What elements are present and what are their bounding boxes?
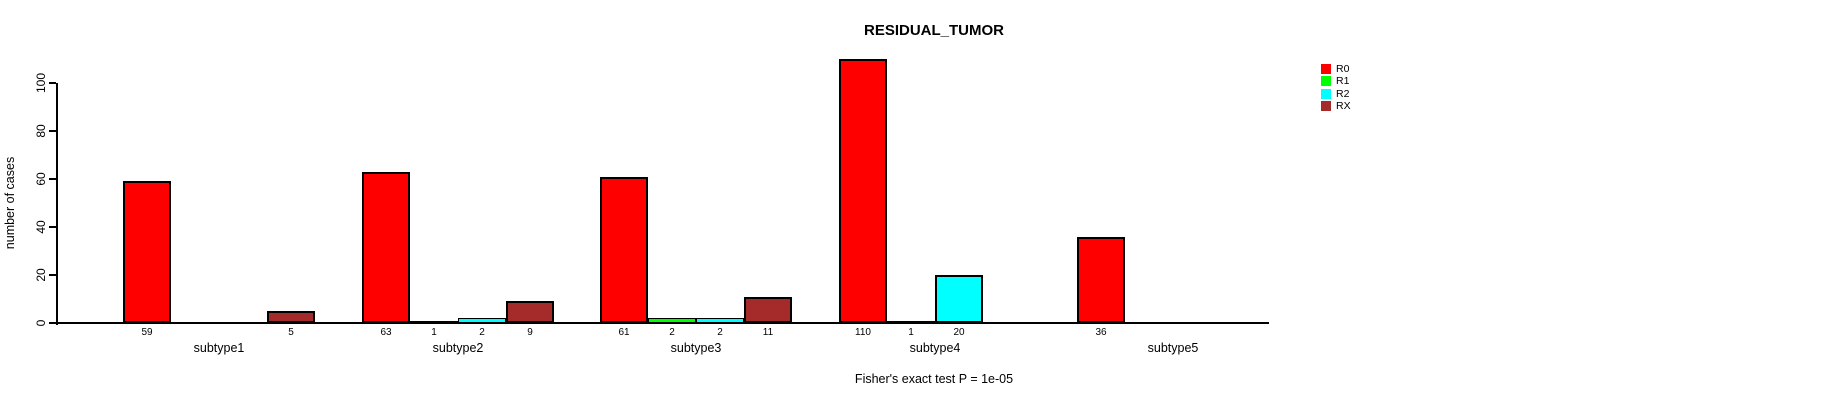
bar-r2 [458, 318, 506, 323]
x-category-label: subtype3 [670, 341, 722, 355]
bar-r1 [887, 321, 935, 323]
y-tick-label: 80 [34, 124, 48, 138]
y-tick-label: 20 [34, 268, 48, 282]
x-category-label: subtype2 [432, 341, 484, 355]
bar-r1 [648, 318, 696, 323]
y-tick-mark [49, 322, 56, 324]
bar-r0 [1077, 237, 1125, 323]
bar-r2 [935, 275, 983, 323]
bar-value-label: 20 [953, 327, 965, 338]
bar-value-label: 9 [527, 327, 533, 338]
legend-swatch-r0 [1321, 64, 1331, 74]
y-tick-mark [49, 82, 56, 84]
y-axis-title: number of cases [3, 156, 17, 250]
y-tick-label: 60 [34, 172, 48, 186]
bar-value-label: 63 [380, 327, 392, 338]
bar-value-label: 2 [669, 327, 675, 338]
bar-value-label: 36 [1095, 327, 1107, 338]
bar-rx [744, 297, 792, 323]
x-category-label: subtype4 [909, 341, 961, 355]
bar-value-label: 11 [762, 327, 774, 338]
bar-r0 [839, 59, 887, 323]
bar-value-label: 5 [288, 327, 294, 338]
y-tick-mark [49, 274, 56, 276]
bar-rx [267, 311, 315, 323]
legend-label-rx: RX [1336, 100, 1351, 112]
bar-value-label: 2 [717, 327, 723, 338]
x-category-label: subtype1 [193, 341, 245, 355]
y-axis-line [56, 83, 58, 325]
bar-r1 [410, 321, 458, 323]
bar-value-label: 2 [479, 327, 485, 338]
bar-r0 [123, 181, 171, 323]
bar-value-label: 1 [431, 327, 437, 338]
legend-swatch-rx [1321, 101, 1331, 111]
bar-value-label: 110 [855, 327, 871, 338]
bar-r0 [362, 172, 410, 323]
bar-value-label: 61 [618, 327, 630, 338]
y-tick-label: 40 [34, 220, 48, 234]
x-category-label: subtype5 [1147, 341, 1199, 355]
legend-label-r0: R0 [1336, 63, 1350, 75]
y-tick-label: 100 [34, 72, 48, 94]
bar-r2 [696, 318, 744, 323]
chart-title: RESIDUAL_TUMOR [863, 22, 1005, 39]
bar-value-label: 1 [908, 327, 914, 338]
bar-r0 [600, 177, 648, 323]
x-axis-line [56, 322, 1269, 324]
y-tick-label: 0 [34, 319, 48, 327]
y-tick-mark [49, 178, 56, 180]
y-tick-mark [49, 130, 56, 132]
legend-swatch-r2 [1321, 89, 1331, 99]
legend-label-r2: R2 [1336, 88, 1350, 100]
fisher-test-caption: Fisher's exact test P = 1e-05 [854, 372, 1014, 386]
bar-rx [506, 301, 554, 323]
bar-value-label: 59 [141, 327, 153, 338]
y-tick-mark [49, 226, 56, 228]
legend-label-r1: R1 [1336, 75, 1350, 87]
legend-swatch-r1 [1321, 76, 1331, 86]
